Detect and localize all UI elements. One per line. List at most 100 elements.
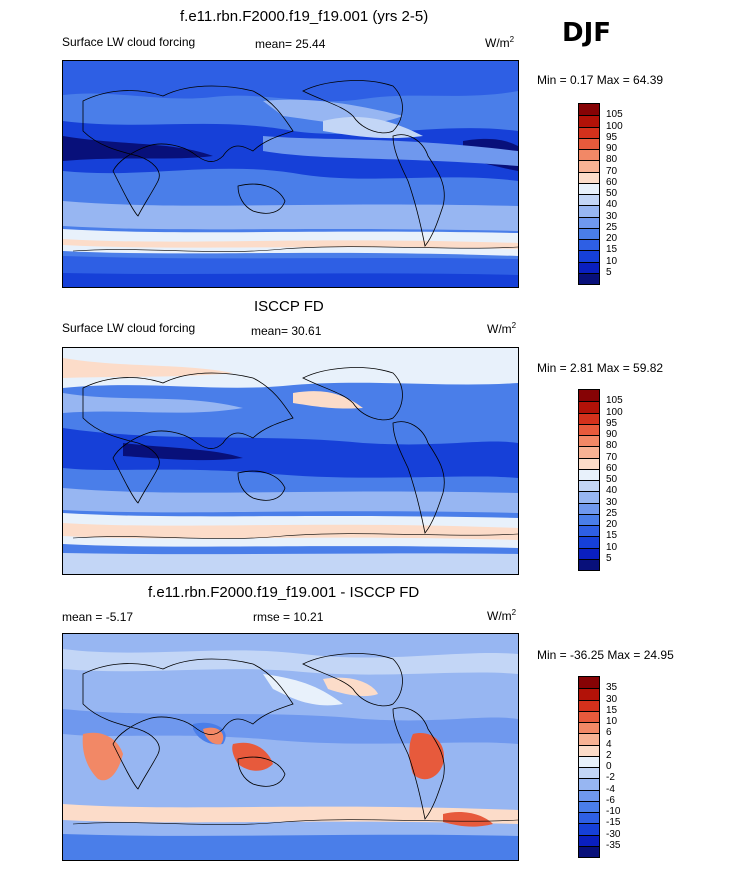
colorbar-tick-label: 60 — [606, 176, 618, 188]
colorbar-tick-label: -6 — [606, 794, 615, 806]
colorbar-swatch — [579, 536, 599, 548]
colorbar-tick-label: 20 — [606, 519, 618, 530]
colorbar-swatch — [579, 677, 599, 689]
colorbar-swatch — [579, 423, 599, 435]
panel3-colorbar: -35 -30 -15 -10 -6 -4 -2 0 2 4 6 10 15 30 35 — [578, 676, 620, 858]
colorbar-swatch — [579, 194, 599, 206]
panel2-field — [63, 348, 518, 574]
colorbar-swatch — [579, 216, 599, 228]
season-label: DJF — [562, 18, 612, 48]
colorbar-separator — [579, 547, 599, 549]
colorbar-swatch — [579, 688, 599, 700]
colorbar-tick-label: 50 — [606, 188, 618, 199]
colorbar-swatch — [579, 767, 599, 779]
colorbar-separator — [579, 845, 599, 847]
colorbar-separator — [579, 182, 599, 184]
colorbar-tick-label: 105 — [606, 109, 623, 121]
panel3-title: f.e11.rbn.F2000.f19_f19.001 - ISCCP FD — [148, 584, 420, 601]
colorbar-swatch — [579, 733, 599, 745]
panel2-variable-label: Surface LW cloud forcing — [62, 321, 196, 335]
colorbar-separator — [579, 272, 599, 274]
colorbar-swatch — [579, 171, 599, 183]
colorbar-tick-label: 70 — [606, 451, 618, 463]
colorbar-separator — [579, 149, 599, 150]
colorbar-swatch — [579, 401, 599, 413]
panel1-field — [63, 61, 518, 287]
colorbar-separator — [579, 480, 599, 481]
panel2-colorbar: 5 10 15 20 25 30 40 50 60 70 80 90 95 100 105 — [578, 389, 623, 571]
colorbar-tick-label: 4 — [606, 738, 612, 750]
colorbar-separator — [579, 733, 599, 735]
colorbar-separator — [579, 722, 599, 723]
colorbar-separator — [579, 789, 599, 791]
colorbar-separator — [579, 171, 599, 173]
colorbar-separator — [579, 446, 599, 448]
colorbar-separator — [579, 216, 599, 218]
colorbar-separator — [579, 491, 599, 493]
colorbar-swatch — [579, 789, 599, 801]
colorbar-separator — [579, 688, 599, 690]
colorbar-tick-label: -35 — [606, 839, 621, 851]
panel2-units: W/m2 — [487, 321, 517, 336]
colorbar-swatch — [579, 137, 599, 149]
colorbar-tick-label: 0 — [606, 761, 612, 772]
colorbar-separator — [579, 457, 599, 459]
colorbar-tick-label: 10 — [606, 541, 618, 553]
colorbar-separator — [579, 823, 599, 825]
colorbar-tick-label: 5 — [606, 266, 612, 278]
colorbar-separator — [579, 115, 599, 117]
colorbar-swatch — [579, 710, 599, 722]
colorbar-separator — [579, 834, 599, 836]
colorbar-separator — [579, 423, 599, 425]
colorbar-tick-label: 80 — [606, 154, 618, 166]
panel3-mean: mean = -5.17 — [62, 610, 134, 624]
panel2-min-max: Min = 2.81 Max = 59.82 — [537, 361, 664, 375]
colorbar-separator — [579, 800, 599, 802]
panel1-map — [62, 60, 519, 288]
colorbar-swatch — [579, 205, 599, 217]
colorbar-swatch — [579, 834, 599, 846]
colorbar-swatch — [579, 412, 599, 424]
colorbar-swatch — [579, 513, 599, 525]
colorbar-tick-label: 25 — [606, 221, 618, 233]
panel3-units: W/m2 — [487, 608, 517, 623]
colorbar-swatch — [579, 104, 599, 116]
colorbar-separator — [579, 137, 599, 139]
colorbar-separator — [579, 250, 599, 252]
colorbar-swatch — [579, 778, 599, 790]
colorbar-separator — [579, 778, 599, 780]
colorbar-tick-label: 20 — [606, 233, 618, 244]
colorbar-tick-label: 10 — [606, 255, 618, 267]
panel1-mean: mean= 25.44 — [255, 37, 326, 51]
colorbar-tick-label: 15 — [606, 704, 618, 716]
panel1-title: f.e11.rbn.F2000.f19_f19.001 (yrs 2-5) — [180, 8, 429, 25]
colorbar-swatch — [579, 149, 599, 161]
colorbar-tick-label: 95 — [606, 131, 618, 143]
colorbar-swatch — [579, 845, 599, 857]
colorbar-swatch — [579, 800, 599, 812]
colorbar-swatch — [579, 261, 599, 273]
colorbar-tick-label: 30 — [606, 693, 618, 705]
panel3-rmse: rmse = 10.21 — [253, 610, 324, 624]
colorbar-swatch — [579, 502, 599, 514]
colorbar-separator — [579, 468, 599, 470]
colorbar-separator — [579, 525, 599, 526]
colorbar-separator — [579, 126, 599, 128]
colorbar-swatch — [579, 744, 599, 756]
colorbar-swatch — [579, 227, 599, 239]
colorbar-separator — [579, 744, 599, 746]
colorbar-separator — [579, 502, 599, 504]
colorbar-swatch — [579, 126, 599, 138]
colorbar-swatch — [579, 457, 599, 469]
colorbar-tick-label: 95 — [606, 417, 618, 429]
colorbar-tick-label: -10 — [606, 806, 621, 817]
colorbar-separator — [579, 812, 599, 813]
colorbar-tick-label: 100 — [606, 406, 623, 418]
colorbar-separator — [579, 205, 599, 207]
panel2-mean: mean= 30.61 — [251, 324, 322, 338]
colorbar-swatch — [579, 558, 599, 570]
colorbar-swatch — [579, 435, 599, 447]
colorbar-tick-label: 35 — [606, 682, 618, 694]
colorbar-swatch — [579, 491, 599, 503]
panel1-units: W/m2 — [485, 35, 515, 50]
